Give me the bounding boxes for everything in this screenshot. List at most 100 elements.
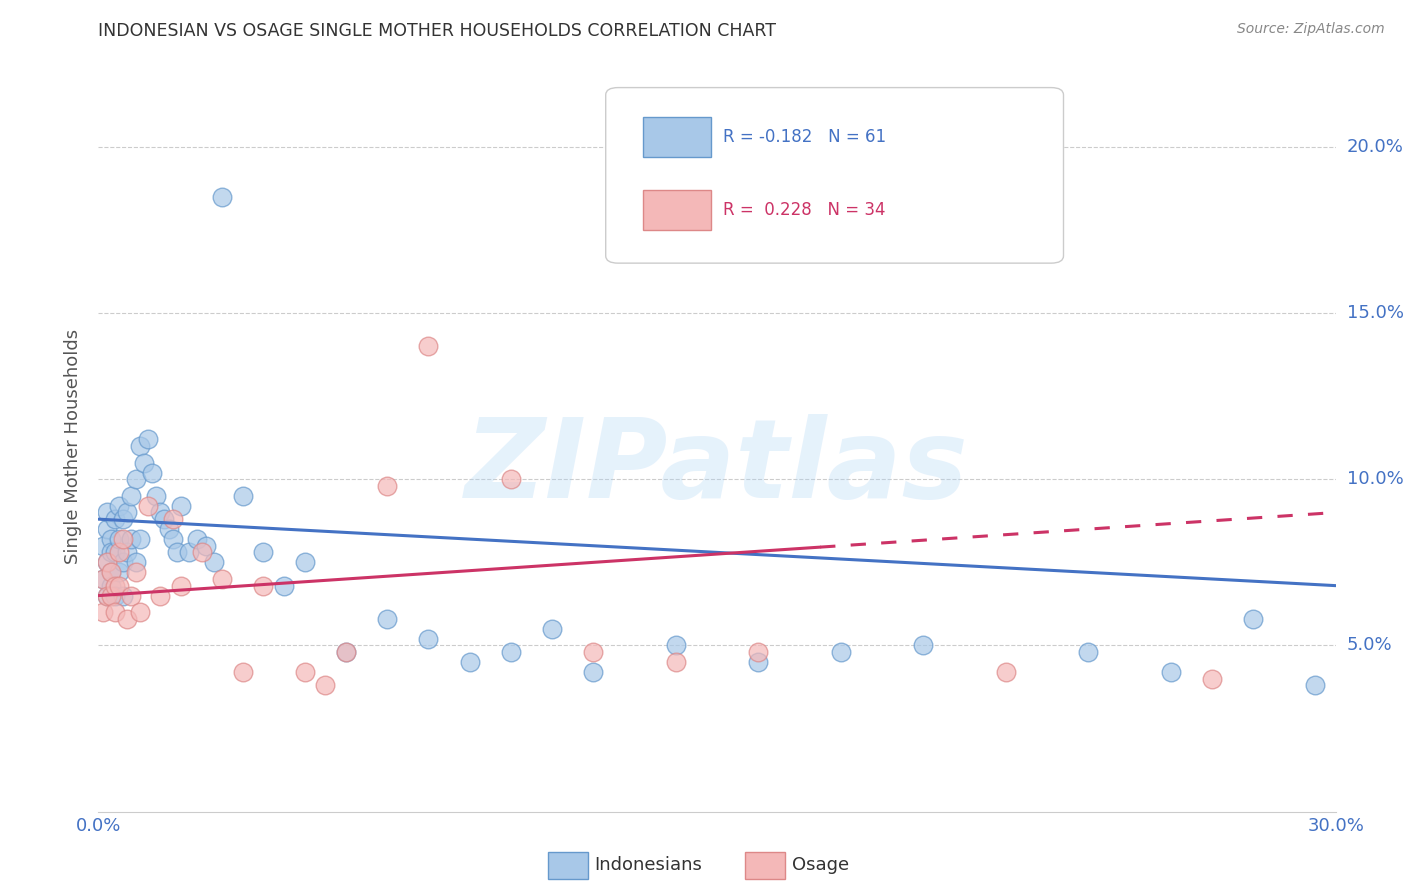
Point <box>162 512 184 526</box>
Point <box>128 439 150 453</box>
Text: 20.0%: 20.0% <box>1347 137 1403 156</box>
Point <box>96 506 118 520</box>
Point <box>1303 678 1326 692</box>
Point <box>100 579 122 593</box>
Point <box>108 532 131 546</box>
Point <box>458 655 481 669</box>
Point <box>117 612 139 626</box>
Point <box>136 499 159 513</box>
Point <box>170 579 193 593</box>
Point <box>149 506 172 520</box>
Point <box>120 489 142 503</box>
Text: 15.0%: 15.0% <box>1347 304 1403 322</box>
Point <box>104 579 127 593</box>
Point <box>335 645 357 659</box>
Point <box>112 555 135 569</box>
Text: Source: ZipAtlas.com: Source: ZipAtlas.com <box>1237 22 1385 37</box>
Point <box>232 489 254 503</box>
Point <box>582 665 605 679</box>
Point <box>96 522 118 536</box>
Point <box>104 605 127 619</box>
Point <box>747 655 769 669</box>
Point <box>211 189 233 203</box>
Point <box>124 472 146 486</box>
Point <box>179 545 201 559</box>
Point <box>104 545 127 559</box>
Point <box>252 579 274 593</box>
Point <box>112 512 135 526</box>
Point <box>665 639 688 653</box>
Point <box>96 555 118 569</box>
Point <box>128 532 150 546</box>
Point <box>994 665 1017 679</box>
Text: R =  0.228   N = 34: R = 0.228 N = 34 <box>723 202 886 219</box>
Point <box>830 645 852 659</box>
Point <box>153 512 176 526</box>
Point <box>117 506 139 520</box>
Point <box>100 589 122 603</box>
Point <box>252 545 274 559</box>
Point <box>96 589 118 603</box>
Point <box>499 472 522 486</box>
Point <box>112 589 135 603</box>
Point <box>157 522 180 536</box>
FancyBboxPatch shape <box>606 87 1063 263</box>
Point <box>541 622 564 636</box>
Point <box>1201 672 1223 686</box>
Point <box>294 665 316 679</box>
Point <box>117 545 139 559</box>
Point <box>170 499 193 513</box>
Point <box>100 566 122 580</box>
Point <box>108 499 131 513</box>
Point <box>418 632 440 646</box>
Point <box>232 665 254 679</box>
Bar <box>643 190 711 230</box>
Point <box>100 566 122 580</box>
Point <box>1160 665 1182 679</box>
Point <box>145 489 167 503</box>
Point <box>96 555 118 569</box>
Point <box>108 566 131 580</box>
Point <box>120 532 142 546</box>
Point <box>418 339 440 353</box>
Y-axis label: Single Mother Households: Single Mother Households <box>65 328 83 564</box>
Point <box>136 433 159 447</box>
Point <box>112 532 135 546</box>
Point <box>162 532 184 546</box>
Point <box>665 655 688 669</box>
Point <box>190 545 212 559</box>
Text: 5.0%: 5.0% <box>1347 637 1392 655</box>
Point <box>104 512 127 526</box>
Point <box>202 555 225 569</box>
Point <box>166 545 188 559</box>
Point <box>124 555 146 569</box>
Point <box>1241 612 1264 626</box>
Point <box>375 479 398 493</box>
Point <box>273 579 295 593</box>
Point <box>104 589 127 603</box>
Point <box>186 532 208 546</box>
Text: ZIPatlas: ZIPatlas <box>465 415 969 522</box>
Point <box>132 456 155 470</box>
Point <box>124 566 146 580</box>
Point <box>149 589 172 603</box>
Point <box>91 572 114 586</box>
Point <box>1077 645 1099 659</box>
Point <box>141 466 163 480</box>
Point <box>912 639 935 653</box>
Text: INDONESIAN VS OSAGE SINGLE MOTHER HOUSEHOLDS CORRELATION CHART: INDONESIAN VS OSAGE SINGLE MOTHER HOUSEH… <box>98 22 776 40</box>
Point <box>211 572 233 586</box>
Point <box>335 645 357 659</box>
Point <box>294 555 316 569</box>
Point <box>120 589 142 603</box>
Point <box>499 645 522 659</box>
Point <box>314 678 336 692</box>
Point <box>108 579 131 593</box>
Point <box>128 605 150 619</box>
Bar <box>643 117 711 157</box>
Point <box>91 572 114 586</box>
Point <box>91 605 114 619</box>
Point <box>194 539 217 553</box>
Point <box>108 545 131 559</box>
Point <box>96 589 118 603</box>
